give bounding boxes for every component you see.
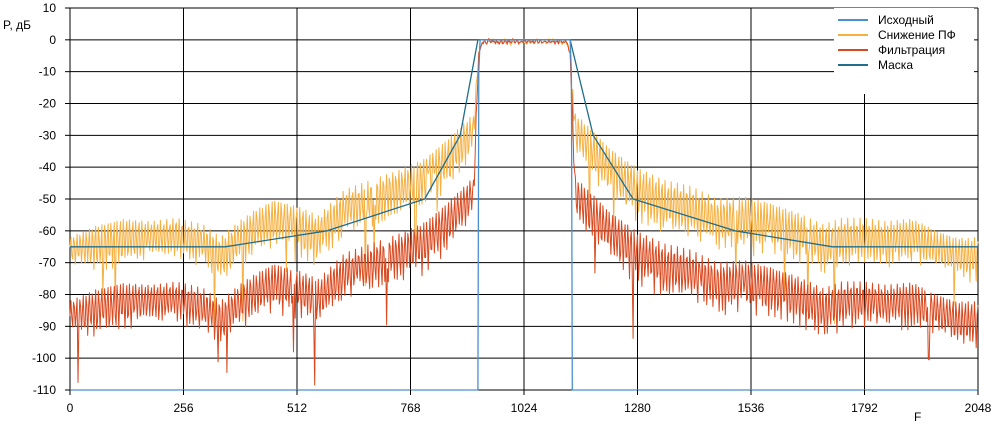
y-axis-label: P, дБ bbox=[3, 18, 31, 32]
y-tick-label: -90 bbox=[39, 319, 57, 333]
y-tick-label: 10 bbox=[43, 1, 57, 15]
y-tick-label: 0 bbox=[49, 33, 56, 47]
legend-entry: Маска bbox=[878, 58, 913, 72]
legend-entry: Снижение ПФ bbox=[878, 28, 956, 42]
x-tick-label: 2048 bbox=[965, 401, 992, 415]
x-axis-label: F bbox=[914, 410, 921, 424]
series-line-0 bbox=[70, 39, 978, 391]
series-line-1 bbox=[69, 38, 979, 328]
x-tick-label: 1280 bbox=[624, 401, 651, 415]
x-tick-label: 1792 bbox=[851, 401, 878, 415]
y-tick-label: -10 bbox=[39, 65, 57, 79]
x-tick-label: 512 bbox=[287, 401, 307, 415]
y-tick-label: -40 bbox=[39, 160, 57, 174]
y-tick-labels: 10 0 -10 -20 -30 -40 -50 -60 -70 -80 -90 -100 -110 bbox=[32, 1, 56, 397]
x-tick-label: 256 bbox=[173, 401, 193, 415]
y-tick-label: -70 bbox=[39, 256, 57, 270]
x-tick-label: 768 bbox=[400, 401, 420, 415]
legend-entry: Исходный bbox=[878, 13, 934, 27]
x-tick-label: 1536 bbox=[738, 401, 765, 415]
x-tick-label: 1024 bbox=[511, 401, 538, 415]
legend-entry: Фильтрация bbox=[878, 43, 945, 57]
x-tick-label: 0 bbox=[67, 401, 74, 415]
x-tick-labels: 0 256 512 768 1024 1280 1536 1792 2048 bbox=[67, 401, 992, 415]
y-tick-label: -30 bbox=[39, 128, 57, 142]
y-tick-label: -20 bbox=[39, 97, 57, 111]
y-tick-label: -110 bbox=[33, 383, 56, 397]
y-tick-label: -80 bbox=[39, 288, 57, 302]
axes bbox=[65, 7, 979, 395]
series-group bbox=[69, 38, 979, 391]
y-tick-label: -60 bbox=[39, 224, 57, 238]
y-tick-label: -50 bbox=[39, 192, 57, 206]
y-tick-label: -100 bbox=[32, 351, 56, 365]
